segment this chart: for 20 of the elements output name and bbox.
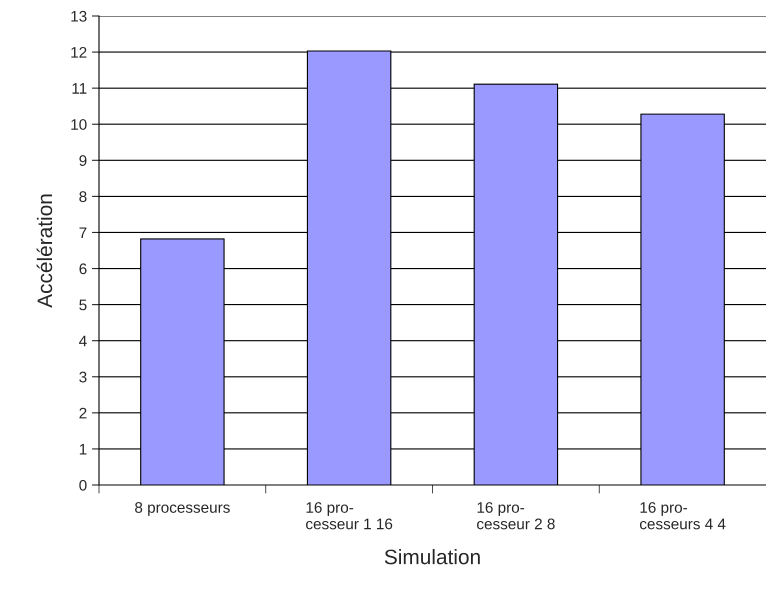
y-tick-label: 4 [79,336,87,346]
y-tick-label: 2 [79,408,86,418]
x-axis-title: Simulation [384,549,480,564]
x-tick-label: 16 pro- cesseur 2 8 [477,502,555,530]
y-tick-label: 10 [71,119,87,130]
y-axis-title: Accélération [36,194,52,308]
y-tick-label: 6 [79,263,87,274]
y-tick-label: 1 [80,444,86,454]
y-tick-label: 13 [71,10,87,22]
y-tick-label: 12 [71,46,86,58]
y-tick-label: 0 [79,480,87,491]
x-tick-label: 16 pro- cesseurs 4 4 [640,502,726,530]
y-tick-label: 5 [79,300,87,310]
y-tick-label: 3 [79,372,87,382]
x-tick-label: 16 pro- cesseur 1 16 [306,502,392,530]
y-tick-label: 7 [79,227,86,238]
y-tick-label: 9 [79,155,86,166]
y-tick-label: 11 [72,83,86,94]
x-tick-label: 8 processeurs [135,502,230,516]
y-tick-label: 8 [79,191,87,202]
